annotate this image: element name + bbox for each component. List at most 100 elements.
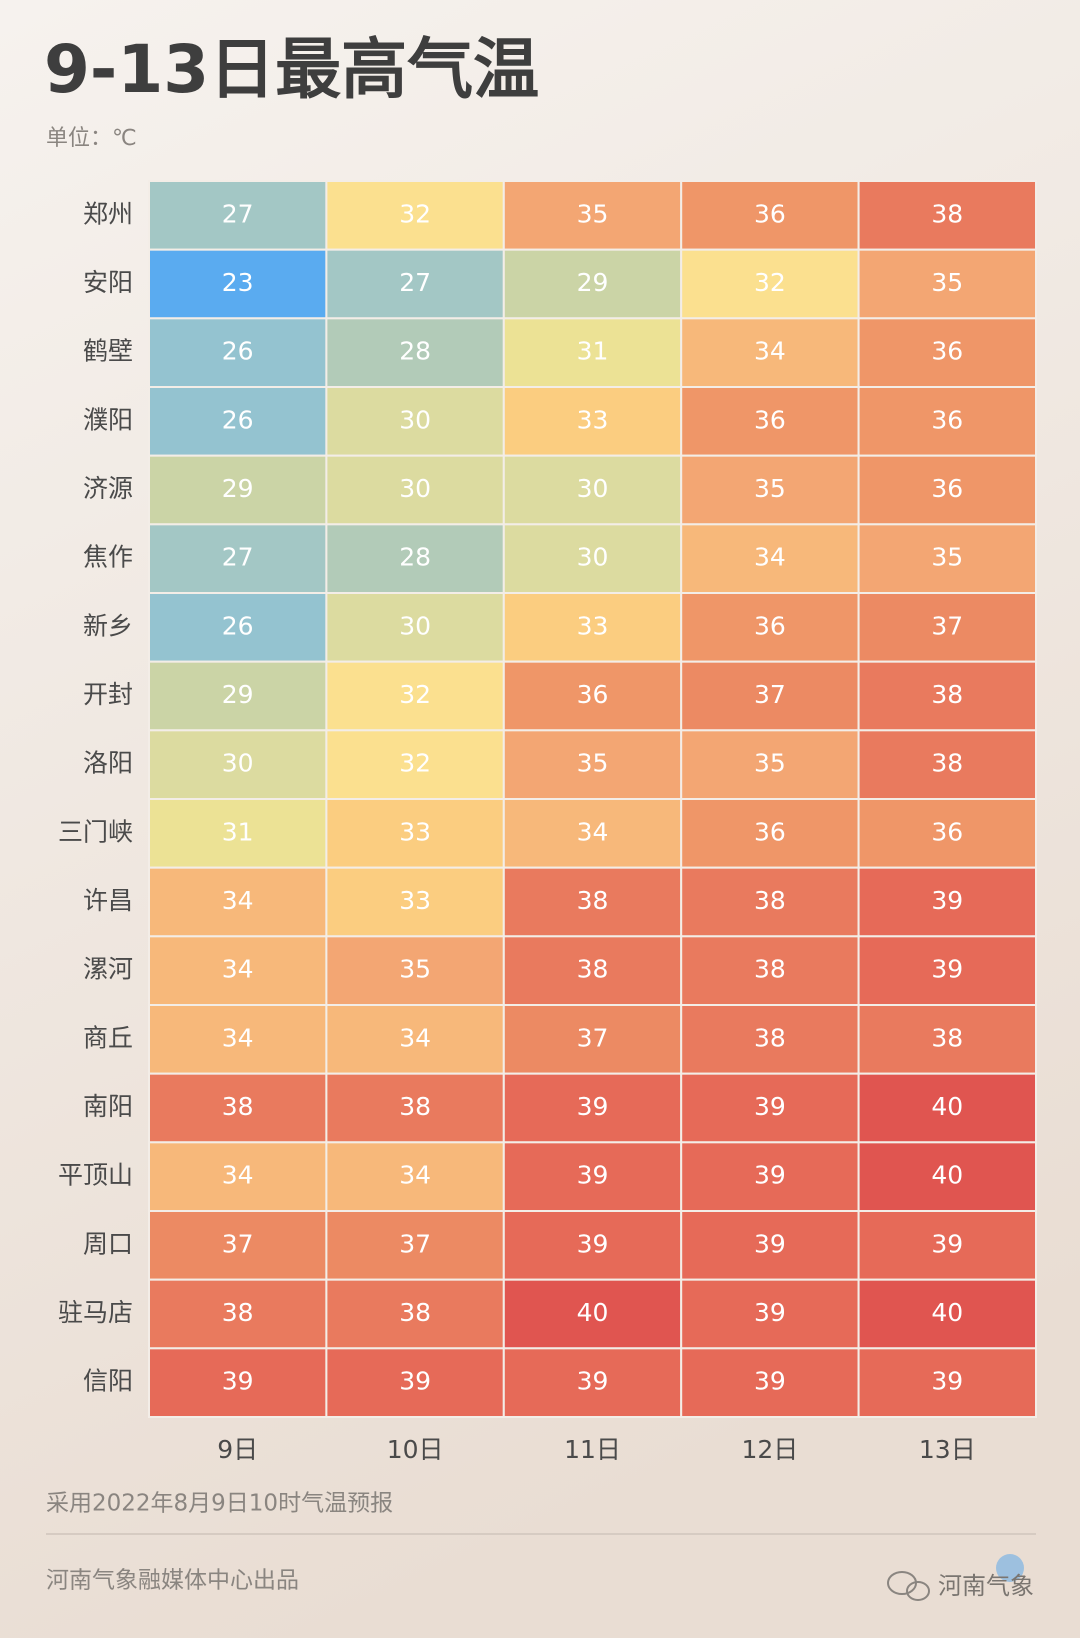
cell bbox=[680, 1004, 860, 1075]
cell-label: 31 bbox=[222, 817, 254, 846]
cell bbox=[325, 317, 505, 389]
cell bbox=[325, 523, 505, 594]
cell-label: 31 bbox=[577, 337, 609, 366]
cell-label: 33 bbox=[577, 405, 609, 434]
cell bbox=[325, 1278, 505, 1350]
cell-label: 40 bbox=[931, 1298, 963, 1327]
cell-label: 36 bbox=[754, 199, 786, 228]
row-label: 许昌 bbox=[83, 886, 133, 915]
unit-label: 单位：℃ bbox=[46, 126, 137, 151]
cell bbox=[148, 592, 328, 663]
row-label: 驻马店 bbox=[58, 1298, 133, 1327]
cell-label: 39 bbox=[931, 1367, 963, 1396]
cell-label: 35 bbox=[399, 955, 431, 984]
cell-label: 38 bbox=[754, 955, 786, 984]
cell bbox=[502, 866, 683, 938]
cell-label: 37 bbox=[399, 1229, 431, 1258]
cell bbox=[325, 935, 505, 1006]
cell bbox=[857, 866, 1037, 938]
logo-badge bbox=[996, 1554, 1024, 1582]
cell-label: 39 bbox=[577, 1092, 609, 1121]
row-label: 郑州 bbox=[83, 199, 133, 228]
cell-label: 38 bbox=[399, 1298, 431, 1327]
row-label: 洛阳 bbox=[83, 749, 133, 778]
cell-label: 34 bbox=[222, 1023, 254, 1052]
cell-label: 33 bbox=[399, 886, 431, 915]
cell-label: 37 bbox=[222, 1229, 254, 1258]
cell bbox=[148, 729, 328, 800]
cell bbox=[148, 1072, 328, 1144]
cell-label: 39 bbox=[754, 1161, 786, 1190]
cell-label: 26 bbox=[222, 337, 254, 366]
cell-label: 39 bbox=[222, 1367, 254, 1396]
cell bbox=[148, 1347, 328, 1419]
cell bbox=[857, 798, 1037, 869]
cell bbox=[857, 1210, 1037, 1281]
cell-label: 36 bbox=[931, 405, 963, 434]
cell-label: 32 bbox=[754, 268, 786, 297]
row-label: 济源 bbox=[83, 474, 133, 503]
cell-label: 27 bbox=[222, 199, 254, 228]
row-label: 南阳 bbox=[83, 1092, 133, 1121]
logo: 河南气象 bbox=[887, 1554, 1034, 1601]
cell-label: 35 bbox=[754, 474, 786, 503]
cell bbox=[148, 866, 328, 938]
cell-label: 35 bbox=[931, 268, 963, 297]
cell-label: 37 bbox=[577, 1023, 609, 1052]
cell bbox=[502, 1004, 683, 1075]
cell bbox=[148, 660, 328, 732]
column-label: 12日 bbox=[741, 1435, 798, 1464]
cell bbox=[502, 317, 683, 389]
cell bbox=[325, 454, 505, 526]
cell-label: 23 bbox=[222, 268, 254, 297]
cell-label: 27 bbox=[222, 543, 254, 572]
cell-label: 32 bbox=[399, 199, 431, 228]
cell-label: 40 bbox=[931, 1161, 963, 1190]
cell bbox=[325, 1347, 505, 1419]
cell-label: 39 bbox=[931, 886, 963, 915]
cell-label: 38 bbox=[222, 1092, 254, 1121]
cell-label: 36 bbox=[931, 817, 963, 846]
cell-label: 39 bbox=[754, 1298, 786, 1327]
cell-label: 34 bbox=[399, 1161, 431, 1190]
column-label: 10日 bbox=[387, 1435, 444, 1464]
cell bbox=[680, 523, 860, 594]
row-label: 焦作 bbox=[83, 543, 133, 572]
cell bbox=[148, 798, 328, 869]
heatmap: 郑州 27 32 35 36 38 安阳 23 27 29 32 35 鹤壁 26 28 31 34 36 濮阳 26… bbox=[58, 180, 1037, 1464]
cell-label: 39 bbox=[754, 1229, 786, 1258]
cell-label: 34 bbox=[222, 1161, 254, 1190]
cell-label: 29 bbox=[577, 268, 609, 297]
cell bbox=[148, 386, 328, 457]
cell bbox=[857, 317, 1037, 389]
row-label: 鹤壁 bbox=[83, 337, 133, 366]
cell-label: 30 bbox=[222, 749, 254, 778]
cell-label: 39 bbox=[399, 1367, 431, 1396]
cell-label: 36 bbox=[754, 405, 786, 434]
cell bbox=[857, 1347, 1037, 1419]
cell-label: 27 bbox=[399, 268, 431, 297]
row-label: 濮阳 bbox=[83, 405, 133, 434]
cell bbox=[680, 1278, 860, 1350]
cell-label: 38 bbox=[931, 1023, 963, 1052]
cell-label: 38 bbox=[399, 1092, 431, 1121]
cell-label: 36 bbox=[931, 337, 963, 366]
cell-label: 30 bbox=[399, 474, 431, 503]
cell bbox=[325, 866, 505, 938]
cell bbox=[857, 1141, 1037, 1213]
cell-label: 37 bbox=[754, 680, 786, 709]
cell-label: 38 bbox=[222, 1298, 254, 1327]
cell bbox=[502, 386, 683, 457]
cell-label: 39 bbox=[577, 1367, 609, 1396]
cell-label: 35 bbox=[931, 543, 963, 572]
cell bbox=[148, 1278, 328, 1350]
footnote: 采用2022年8月9日10时气温预报 bbox=[46, 1491, 393, 1517]
cell bbox=[502, 935, 683, 1006]
source: 河南气象融媒体中心出品 bbox=[46, 1568, 299, 1594]
row-label: 信阳 bbox=[83, 1367, 133, 1396]
cell-label: 38 bbox=[754, 1023, 786, 1052]
cell bbox=[680, 1347, 860, 1419]
cell bbox=[502, 180, 683, 251]
cell bbox=[857, 660, 1037, 732]
column-label: 13日 bbox=[919, 1435, 976, 1464]
